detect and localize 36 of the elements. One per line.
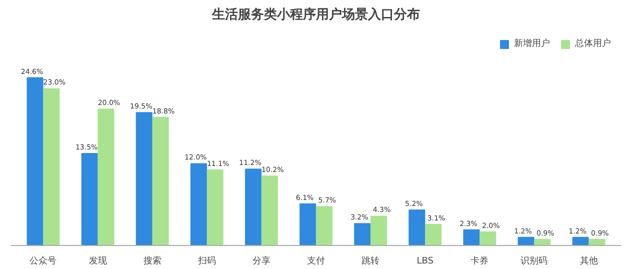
bar bbox=[26, 77, 44, 246]
bar bbox=[518, 236, 534, 246]
x-tick-label: 跳转 bbox=[362, 256, 380, 266]
bar bbox=[261, 175, 278, 246]
legend-label: 新增用户 bbox=[514, 38, 550, 50]
bar bbox=[354, 223, 371, 246]
bar bbox=[588, 238, 606, 246]
x-tick-label: 分享 bbox=[252, 256, 270, 266]
bar bbox=[408, 210, 426, 246]
bar bbox=[370, 216, 388, 246]
bar bbox=[572, 236, 589, 246]
bar bbox=[534, 238, 551, 246]
bar bbox=[316, 206, 332, 246]
x-tick-label: 扫码 bbox=[196, 256, 216, 266]
bar bbox=[98, 108, 114, 246]
chart-title: 生活服务类小程序用户场景入口分布 bbox=[211, 6, 420, 22]
bar bbox=[300, 203, 316, 246]
legend-label: 总体用户 bbox=[575, 38, 611, 50]
bar bbox=[136, 112, 152, 246]
bar bbox=[244, 168, 262, 246]
bar bbox=[81, 152, 98, 246]
bar bbox=[152, 116, 169, 246]
x-tick-label: LBS bbox=[416, 256, 434, 266]
x-tick-label: 公众号 bbox=[30, 256, 57, 266]
x-tick-label: 其他 bbox=[580, 256, 598, 266]
bar bbox=[43, 88, 60, 246]
x-tick-label: 卡券 bbox=[470, 256, 489, 266]
bar bbox=[190, 163, 207, 246]
x-tick-label: 支付 bbox=[307, 256, 325, 266]
x-tick-label: 识别码 bbox=[520, 256, 548, 266]
bar bbox=[480, 231, 496, 246]
bar bbox=[425, 224, 442, 246]
x-tick-label: 发现 bbox=[88, 256, 107, 266]
x-tick-label: 搜索 bbox=[143, 256, 162, 266]
bar bbox=[206, 169, 224, 246]
bar bbox=[463, 229, 480, 246]
